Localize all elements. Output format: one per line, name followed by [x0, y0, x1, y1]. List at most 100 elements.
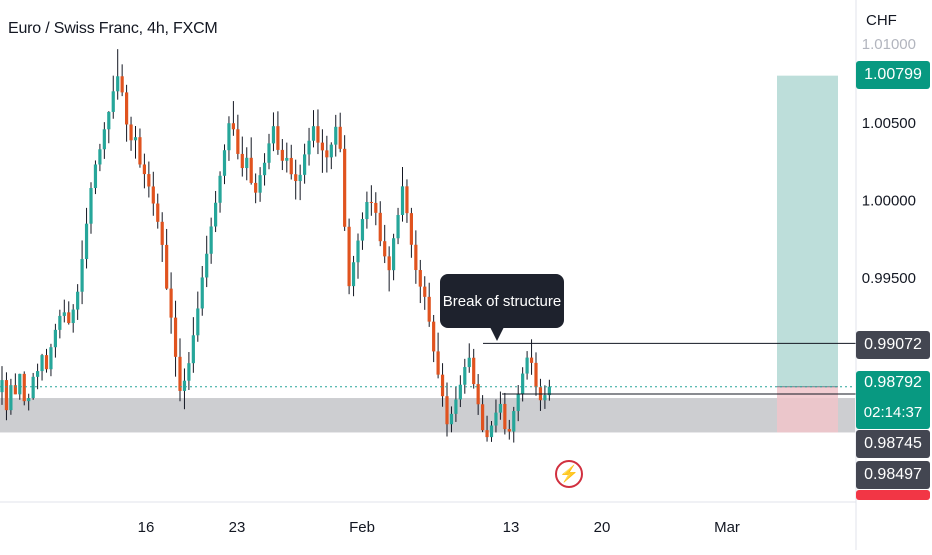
- time-tick-label: 13: [503, 519, 520, 536]
- candle-body: [392, 238, 396, 271]
- target-zone: [777, 75, 838, 387]
- candle-body: [80, 259, 84, 292]
- candle-body: [98, 149, 102, 165]
- candle-body: [458, 384, 462, 400]
- time-tick-label: 16: [138, 519, 155, 536]
- candle-body: [351, 262, 356, 287]
- time-tick-label: 23: [229, 519, 246, 536]
- candle-body: [62, 312, 66, 316]
- lightning-bolt-icon[interactable]: ⚡: [555, 460, 583, 488]
- candle-body: [267, 143, 271, 163]
- candle-body: [4, 380, 9, 411]
- chart-title: Euro / Swiss Franc, 4h, FXCM: [8, 20, 218, 37]
- candle-body: [529, 357, 534, 363]
- candle-body: [227, 123, 231, 151]
- candle-body: [214, 202, 218, 227]
- candle-body: [271, 126, 276, 144]
- candle-body: [507, 429, 511, 432]
- candle-body: [378, 212, 382, 242]
- price-tick-label: 1.01000: [862, 36, 916, 53]
- candle-body: [481, 404, 485, 431]
- candle-body: [285, 157, 289, 161]
- candle-body: [178, 356, 182, 391]
- candle-body: [307, 140, 311, 155]
- candle-body: [334, 126, 338, 145]
- candle-body: [436, 351, 440, 375]
- candle-body: [165, 244, 169, 289]
- candle-body: [498, 403, 502, 413]
- candle-body: [280, 149, 284, 161]
- price-tick-label: 0.99500: [862, 270, 916, 287]
- candle-body: [222, 150, 227, 176]
- candle-body: [405, 186, 409, 214]
- candle-body: [142, 164, 146, 175]
- stop-price-tag: 0.98497: [856, 461, 930, 489]
- candle-body: [236, 129, 240, 154]
- candle-body: [209, 226, 213, 254]
- candle-body: [36, 371, 40, 377]
- candle-body: [445, 396, 449, 425]
- candle-body: [534, 362, 538, 388]
- candle-body: [463, 367, 467, 385]
- price-tick-label: 1.00000: [862, 193, 916, 210]
- candle-body: [298, 174, 302, 182]
- candle-body: [316, 126, 320, 143]
- candle-body: [396, 215, 400, 239]
- candle-body: [107, 111, 111, 130]
- candle-body: [249, 157, 253, 183]
- candle-body: [58, 315, 62, 330]
- candle-body: [44, 355, 49, 370]
- candle-body: [503, 403, 507, 430]
- candle-body: [329, 144, 333, 158]
- candle-body: [365, 201, 369, 220]
- candle-body: [84, 223, 89, 260]
- candle-body: [116, 76, 120, 92]
- candle-body: [467, 357, 471, 368]
- low-price-tag: 0.98745: [856, 430, 930, 458]
- candle-body: [22, 373, 26, 402]
- candle-body: [489, 425, 494, 438]
- candle-body: [205, 253, 209, 278]
- candle-body: [400, 186, 405, 215]
- candle-body: [125, 92, 129, 125]
- candle-body: [156, 203, 160, 222]
- candle-body: [147, 174, 151, 187]
- candle-body: [454, 399, 458, 414]
- candle-body: [440, 374, 445, 397]
- time-tick-label: Feb: [349, 519, 375, 536]
- candle-body: [432, 321, 436, 352]
- candle-body: [89, 188, 93, 224]
- candle-body: [494, 412, 498, 426]
- candle-body: [102, 129, 106, 150]
- candle-body: [160, 221, 164, 245]
- candle-body: [240, 153, 244, 169]
- candle-body: [173, 317, 178, 357]
- candle-body: [262, 162, 267, 176]
- candle-body: [547, 386, 551, 396]
- candle-body: [71, 309, 75, 324]
- candle-body: [93, 164, 98, 189]
- candle-body: [40, 355, 44, 372]
- candle-body: [27, 398, 31, 402]
- candle-body: [383, 241, 387, 257]
- candle-body: [187, 363, 191, 381]
- price-tick-label: 1.00500: [862, 115, 916, 132]
- candle-body: [360, 219, 365, 241]
- structure-price-tag: 0.99072: [856, 331, 930, 359]
- currency-label: CHF: [866, 12, 897, 29]
- candle-body: [418, 270, 422, 287]
- callout-pointer: [490, 327, 504, 341]
- break-of-structure-callout[interactable]: Break of structure: [440, 274, 564, 328]
- candle-body: [258, 175, 262, 193]
- candle-body: [472, 357, 476, 385]
- candle-body: [9, 385, 13, 411]
- countdown-tag: 02:14:37: [856, 395, 930, 429]
- candle-body: [120, 76, 124, 93]
- candle-body: [53, 329, 57, 348]
- candle-body: [76, 291, 80, 310]
- candle-body: [151, 186, 155, 204]
- candle-body: [133, 137, 138, 141]
- candle-body: [320, 142, 324, 151]
